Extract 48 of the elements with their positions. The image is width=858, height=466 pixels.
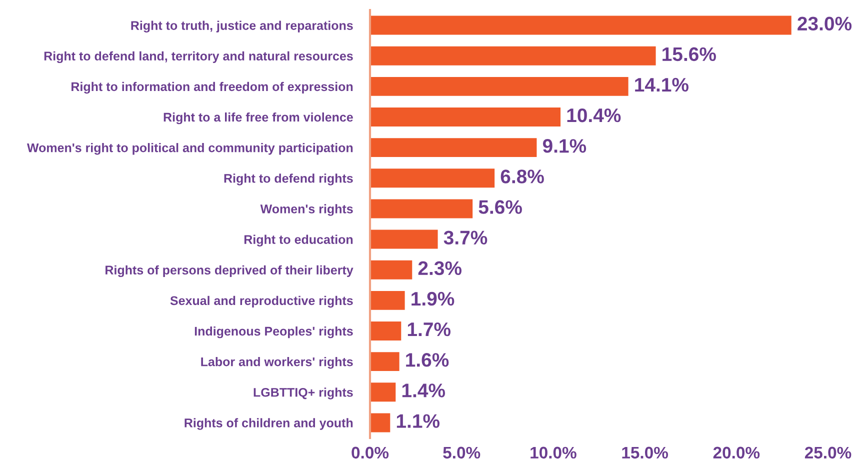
bar bbox=[370, 352, 400, 372]
x-tick-label: 25.0% bbox=[804, 446, 852, 459]
y-tick-label: Rights of children and youth bbox=[184, 418, 353, 430]
y-tick-label: Right to defend rights bbox=[224, 174, 353, 186]
y-tick-label: Women's rights bbox=[260, 204, 353, 216]
data-label: 15.6% bbox=[662, 47, 716, 62]
bar bbox=[370, 46, 656, 66]
data-label: 2.3% bbox=[418, 261, 462, 276]
x-tick-label: 10.0% bbox=[530, 446, 576, 459]
data-label: 1.6% bbox=[406, 353, 449, 367]
y-tick-label: Sexual and reproductive rights bbox=[170, 296, 353, 308]
data-label: 3.7% bbox=[444, 230, 488, 245]
data-label: 6.8% bbox=[500, 170, 544, 184]
data-label: 10.4% bbox=[567, 108, 621, 122]
data-label: 23.0% bbox=[798, 16, 852, 31]
bar bbox=[370, 413, 390, 432]
y-tick-label: Right to education bbox=[244, 234, 353, 246]
bar bbox=[370, 108, 561, 126]
x-tick-label: 0.0% bbox=[352, 446, 389, 459]
y-tick-label: Rights of persons deprived of their liberty bbox=[106, 265, 354, 278]
bar bbox=[370, 382, 396, 402]
bar bbox=[370, 199, 473, 218]
data-label: 1.9% bbox=[412, 292, 454, 306]
y-tick-label: Right to truth, justice and reparations bbox=[131, 20, 353, 32]
y-tick-label: Labor and workers' rights bbox=[201, 357, 353, 369]
bar bbox=[370, 76, 628, 96]
bar bbox=[370, 168, 495, 188]
data-label: 9.1% bbox=[542, 139, 586, 153]
y-tick-label: Indigenous Peoples' rights bbox=[194, 326, 353, 338]
bar bbox=[370, 138, 537, 158]
y-tick-label: Women's right to political and community participation bbox=[26, 143, 353, 155]
bar bbox=[370, 230, 438, 249]
y-tick-label: Right to defend land, territory and natural resources bbox=[44, 51, 353, 64]
data-label: 1.1% bbox=[396, 414, 440, 428]
bar bbox=[370, 16, 792, 35]
bar bbox=[370, 260, 412, 280]
bar bbox=[370, 322, 402, 340]
data-label: 1.7% bbox=[408, 322, 451, 336]
data-label: 5.6% bbox=[478, 200, 522, 214]
data-label: 14.1% bbox=[635, 78, 688, 92]
x-tick-label: 20.0% bbox=[713, 446, 760, 459]
data-label: 1.4% bbox=[402, 384, 446, 398]
y-tick-label: Right to a life free from violence bbox=[164, 112, 353, 124]
y-tick-label: LGBTTIQ+ rights bbox=[254, 388, 353, 400]
x-tick-label: 5.0% bbox=[443, 446, 480, 459]
y-tick-label: Right to information and freedom of expression bbox=[72, 82, 353, 94]
x-tick-label: 15.0% bbox=[622, 446, 668, 459]
bar bbox=[370, 290, 405, 310]
